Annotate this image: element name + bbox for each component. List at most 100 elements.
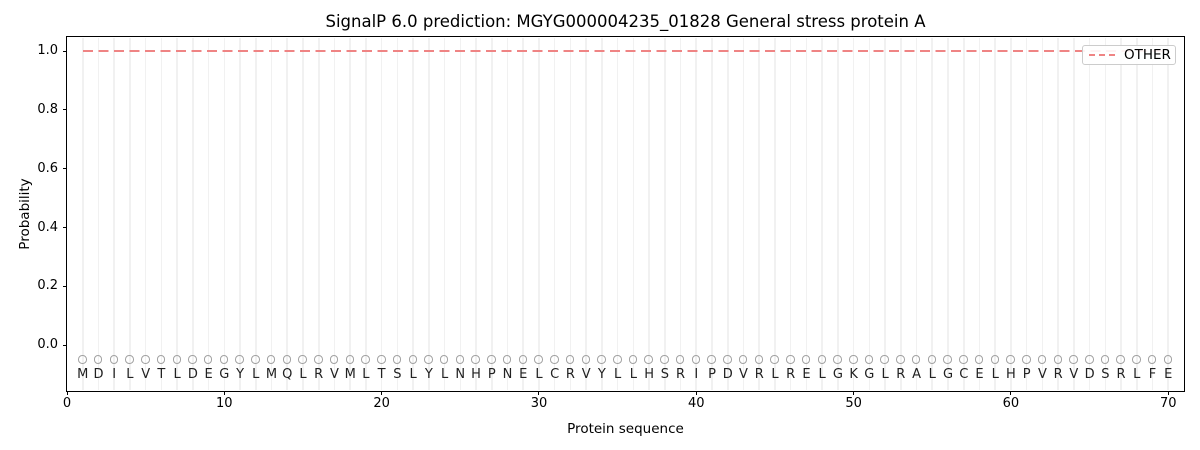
residue-letter: L bbox=[771, 366, 779, 382]
residue-letter: R bbox=[754, 366, 764, 382]
residue-letter: R bbox=[896, 366, 906, 382]
residue-letter: M bbox=[265, 366, 278, 382]
gridline bbox=[601, 38, 603, 390]
residue-letter: N bbox=[455, 366, 466, 382]
residue-letter: L bbox=[535, 366, 543, 382]
gridline bbox=[286, 38, 289, 390]
gridline bbox=[349, 38, 351, 390]
residue-letter: E bbox=[975, 366, 984, 382]
residue-circle bbox=[156, 355, 166, 364]
gridline bbox=[679, 38, 682, 390]
gridline bbox=[506, 38, 509, 390]
gridline bbox=[1104, 38, 1107, 390]
residue-circle bbox=[786, 355, 795, 364]
residue-circle bbox=[1116, 355, 1125, 364]
gridline bbox=[569, 38, 572, 390]
gridline bbox=[805, 38, 808, 390]
residue-letter: D bbox=[93, 366, 104, 382]
y-tick-mark bbox=[63, 285, 67, 287]
residue-letter: V bbox=[739, 366, 748, 382]
residue-letter: Y bbox=[597, 366, 606, 382]
residue-circle bbox=[439, 355, 449, 364]
y-axis-label: Probability bbox=[17, 178, 33, 250]
gridline bbox=[789, 38, 792, 390]
x-tick-mark bbox=[1010, 391, 1012, 395]
residue-letter: Y bbox=[424, 366, 433, 382]
residue-letter: G bbox=[864, 366, 875, 382]
residue-letter: V bbox=[581, 366, 591, 382]
gridline bbox=[585, 38, 587, 390]
gridline bbox=[900, 38, 902, 390]
gridline bbox=[207, 38, 210, 390]
gridline bbox=[915, 38, 918, 390]
gridline bbox=[254, 38, 257, 390]
gridline bbox=[758, 38, 761, 390]
x-tick-label: 30 bbox=[530, 396, 548, 411]
gridline bbox=[868, 38, 871, 390]
residue-letter: V bbox=[141, 366, 151, 382]
residue-circle bbox=[266, 355, 276, 364]
residue-circle bbox=[1163, 355, 1173, 364]
residue-circle bbox=[738, 355, 748, 364]
residue-circle bbox=[849, 355, 858, 364]
gridline bbox=[176, 38, 178, 390]
gridline bbox=[1088, 38, 1091, 390]
x-tick-mark bbox=[66, 391, 68, 395]
gridline bbox=[774, 38, 776, 390]
residue-letter: C bbox=[959, 366, 969, 382]
residue-letter: N bbox=[502, 366, 513, 382]
gridline bbox=[726, 38, 729, 390]
residue-letter: R bbox=[565, 366, 575, 382]
residue-circle bbox=[188, 355, 197, 364]
residue-circle bbox=[314, 355, 323, 364]
gridline bbox=[553, 38, 556, 390]
residue-circle bbox=[203, 355, 213, 364]
residue-letter: L bbox=[173, 366, 181, 382]
gridline bbox=[317, 38, 320, 390]
gridline bbox=[837, 38, 839, 390]
residue-letter: E bbox=[519, 366, 528, 382]
residue-letter: L bbox=[299, 366, 307, 382]
residue-letter: S bbox=[1101, 366, 1110, 382]
residue-letter: T bbox=[377, 366, 386, 382]
residue-circle bbox=[691, 355, 701, 364]
residue-letter: L bbox=[252, 366, 260, 382]
gridline bbox=[852, 38, 855, 390]
residue-letter: C bbox=[550, 366, 560, 382]
residue-letter: Q bbox=[282, 366, 293, 382]
residue-letter: L bbox=[362, 366, 370, 382]
residue-letter: R bbox=[786, 366, 796, 382]
gridline bbox=[223, 38, 226, 390]
gridline bbox=[1010, 38, 1012, 390]
residue-letter: G bbox=[832, 366, 843, 382]
gridline bbox=[664, 38, 666, 390]
legend: OTHER bbox=[1082, 45, 1176, 65]
residue-circle bbox=[817, 355, 827, 364]
gridline bbox=[648, 38, 650, 390]
residue-letter: L bbox=[409, 366, 417, 382]
residue-letter: H bbox=[1006, 366, 1016, 382]
residue-circle bbox=[219, 355, 229, 364]
gridline bbox=[192, 38, 194, 390]
gridline bbox=[129, 38, 131, 390]
plot-area bbox=[66, 36, 1185, 392]
residue-letter: L bbox=[629, 366, 637, 382]
x-tick-mark bbox=[853, 391, 855, 395]
gridline bbox=[144, 38, 147, 390]
gridline bbox=[742, 38, 745, 390]
gridline bbox=[978, 38, 981, 390]
gridline bbox=[1151, 38, 1154, 390]
residue-letter: E bbox=[802, 366, 811, 382]
residue-circle bbox=[959, 355, 968, 364]
gridline bbox=[931, 38, 934, 390]
residue-letter: I bbox=[112, 366, 117, 382]
residue-circle bbox=[392, 355, 402, 364]
residue-letter: D bbox=[1084, 366, 1095, 382]
x-tick-label: 10 bbox=[216, 396, 233, 411]
residue-circle bbox=[1006, 355, 1015, 364]
x-tick-label: 20 bbox=[373, 396, 390, 411]
residue-circle bbox=[487, 355, 496, 364]
gridline bbox=[616, 38, 619, 390]
x-tick-label: 70 bbox=[1159, 396, 1177, 411]
